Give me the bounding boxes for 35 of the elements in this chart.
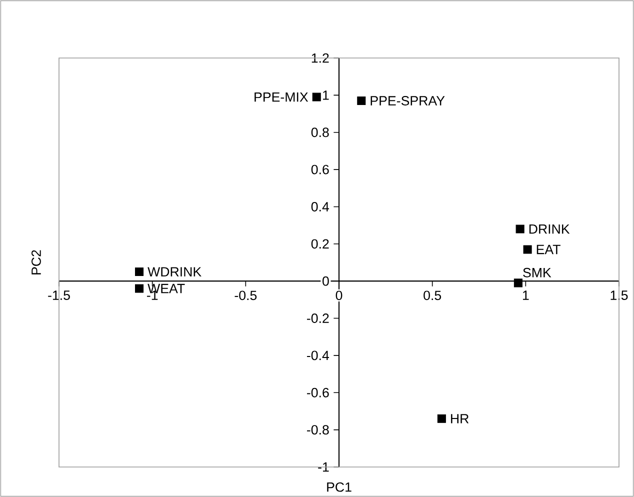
y-tick-label: -1 [318,462,329,472]
point [135,268,144,276]
annotation: DRINK [529,224,570,234]
y-tick-label: 0.4 [311,202,330,212]
point [437,414,446,423]
y-tick-label: -0.8 [307,425,329,435]
y-tick-label: 0.2 [311,239,329,249]
y-tick-label: 0.6 [311,164,329,174]
x-tick-label: 0 [336,290,342,300]
x-axis-title: PC1 [327,482,352,492]
y-tick-label: -0.4 [307,350,330,360]
annotation: SMK [523,268,552,278]
annotation: WDRINK [148,267,202,276]
point [516,224,524,234]
y-tick-label: -0.6 [307,388,329,398]
annotation: PPE-SPRAY [370,96,445,106]
x-tick-label: -0.5 [234,290,257,300]
x-tick-label: 1.5 [610,290,628,300]
point [312,92,321,102]
y-tick-label: 1.2 [312,53,329,63]
annotation: HR [451,414,469,424]
x-tick-label: -1.5 [48,290,70,300]
y-axis-title: PC2 [32,250,41,274]
y-tick-label: -0.2 [307,314,329,323]
x-tick-label: 0.5 [424,290,442,300]
point [514,278,522,288]
point [357,96,366,106]
y-tick-label: 0.8 [311,128,329,138]
y-tick-label: 1 [323,90,329,100]
point [523,245,532,254]
y-tick-label: 0 [322,276,329,286]
annotation: PPE-MIX [254,92,308,102]
x-tick-label: 1 [522,290,529,300]
annotation: EAT [536,244,560,254]
point [135,284,144,293]
